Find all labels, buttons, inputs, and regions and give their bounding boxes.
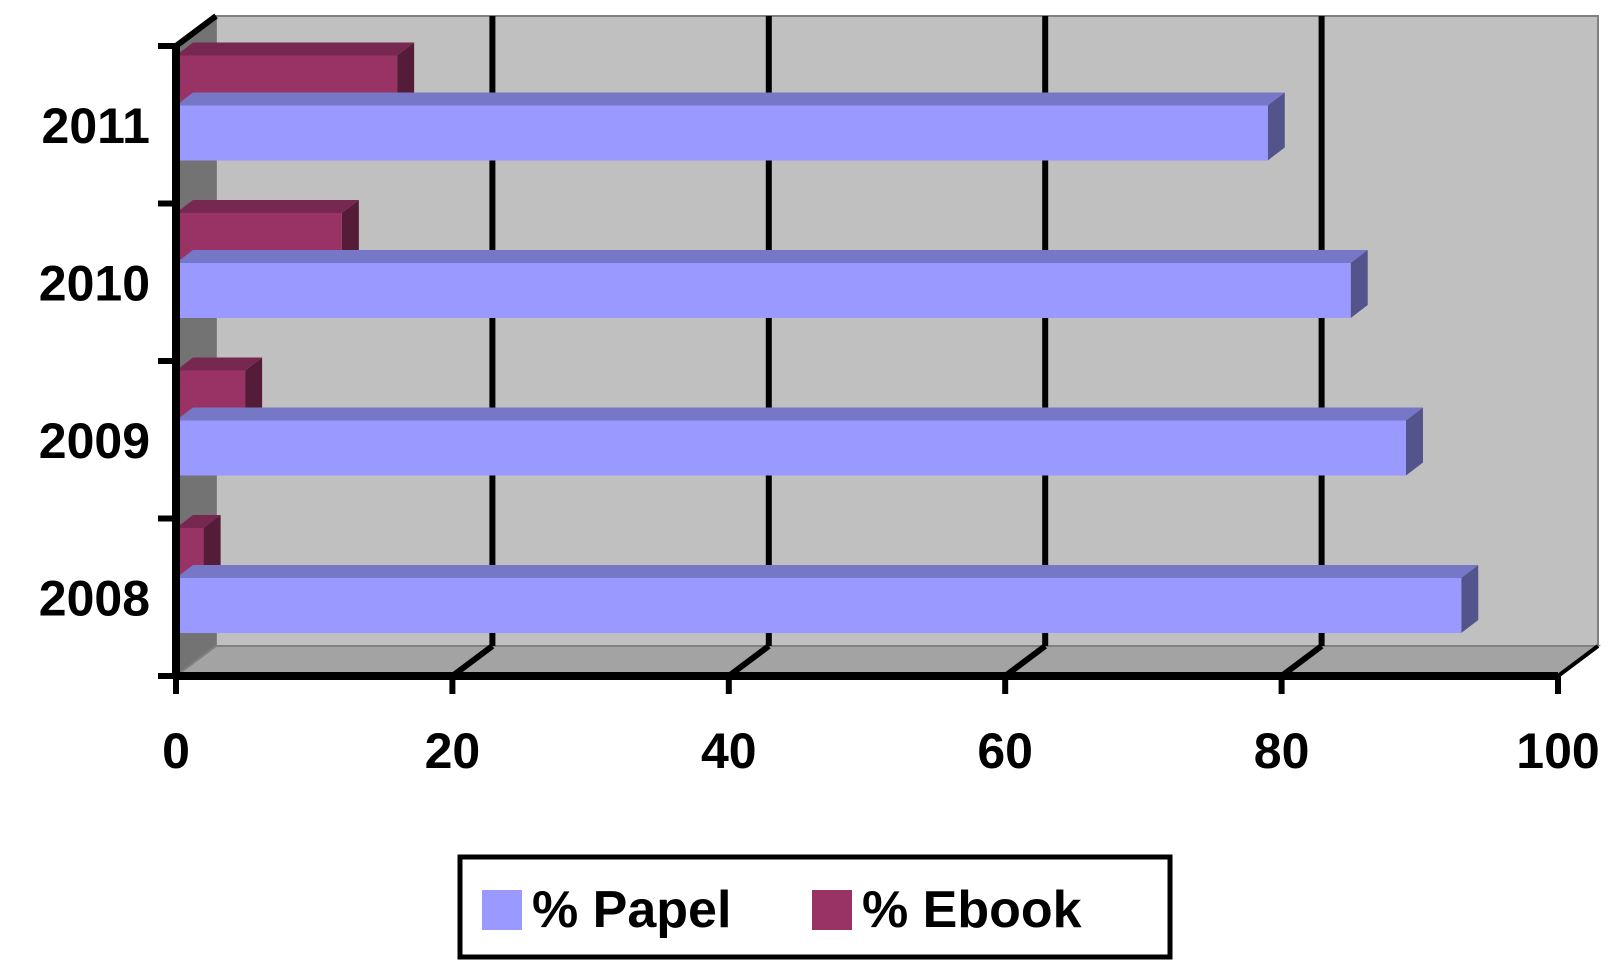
bar-top-face	[176, 42, 415, 56]
y-tick-label: 2010	[39, 255, 150, 311]
bar-top-face	[176, 515, 221, 528]
gridline-floor	[1279, 643, 1324, 679]
bar-top-face	[176, 407, 1423, 421]
bar-top-face	[176, 200, 359, 213]
bar-papel-2011	[176, 105, 1268, 161]
bar-papel-2010	[176, 263, 1351, 318]
legend-swatch	[482, 890, 522, 930]
legend-swatch	[812, 890, 852, 930]
bar-end-face	[1350, 250, 1368, 318]
x-tick-label: 100	[1516, 723, 1599, 779]
bar-end-face	[1405, 407, 1423, 476]
axes-group	[158, 13, 1600, 694]
legend-label: % Papel	[532, 881, 731, 939]
legend: % Papel % Ebook	[457, 854, 1173, 960]
y-axis-depth-line	[174, 13, 218, 49]
tick-labels-group: 2008 2009 2010 2011 0 20 40 60 80 100	[39, 98, 1600, 779]
bar-top-face	[176, 92, 1285, 106]
bar-papel-2009	[176, 420, 1406, 476]
y-tick-label: 2011	[42, 98, 150, 154]
bars-group	[176, 42, 1479, 633]
gridline-floor	[1003, 643, 1047, 679]
bar-end-face	[1461, 565, 1479, 633]
x-tick-label: 40	[701, 723, 757, 779]
legend-label: % Ebook	[862, 881, 1082, 939]
plot-floor	[173, 645, 1601, 677]
y-tick-label: 2009	[39, 413, 150, 469]
y-tick-label: 2008	[39, 570, 150, 626]
plot-side-wall	[176, 16, 216, 676]
x-tick-label: 0	[162, 723, 190, 779]
gridline-floor	[726, 643, 771, 679]
bar-top-face	[176, 357, 263, 371]
x-tick-label: 80	[1254, 723, 1310, 779]
gridline-floor	[450, 643, 495, 679]
x-tick-label: 60	[977, 723, 1033, 779]
x-axis-depth-line	[1556, 644, 1600, 678]
bar-papel-2008	[176, 578, 1462, 633]
bar-end-face	[1267, 92, 1285, 161]
x-tick-label: 20	[425, 723, 481, 779]
bar-top-face	[176, 565, 1479, 578]
bar-top-face	[176, 250, 1368, 263]
